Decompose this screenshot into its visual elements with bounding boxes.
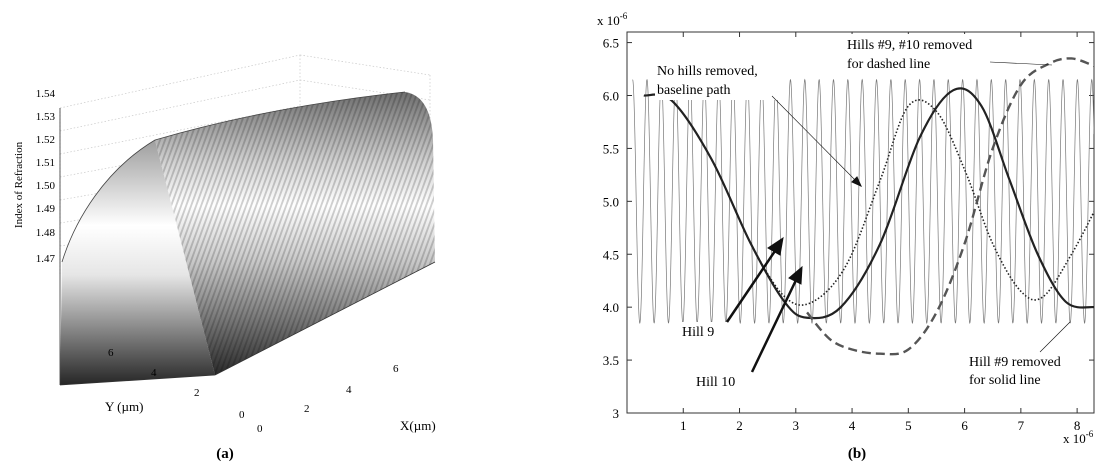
hill9-arrowhead — [767, 236, 784, 256]
y-tick: 2 — [194, 387, 200, 399]
ridge-top-edge — [61, 91, 406, 263]
y-tick-label: 3 — [613, 406, 620, 421]
z-tick: 1.54 — [36, 88, 56, 100]
annotation-hill9: Hill 9 — [680, 322, 728, 340]
curves — [632, 57, 1094, 356]
y-multiplier: x 10-6 — [597, 11, 628, 28]
x-tick-label: 3 — [793, 418, 800, 433]
y-tick-label: 6.0 — [603, 89, 619, 104]
svg-text:Hill #9 removed: Hill #9 removed — [969, 355, 1061, 370]
z-tick: 1.48 — [36, 227, 56, 239]
z-tick: 1.52 — [36, 134, 55, 146]
x-tick-label: 5 — [905, 418, 912, 433]
x-tick-label: 7 — [1018, 418, 1025, 433]
y-tick-labels: 0 2 4 6 — [108, 347, 245, 421]
x-tick-label: 4 — [849, 418, 856, 433]
z-tick: 1.47 — [36, 253, 56, 265]
svg-text:Hill 10: Hill 10 — [696, 375, 735, 390]
annotation-no-hills: No hills removed, baseline path — [655, 60, 780, 100]
x-tick-label: 6 — [961, 418, 968, 433]
x-tick-label: 8 — [1074, 418, 1081, 433]
z-tick: 1.51 — [36, 157, 55, 169]
solid-leader — [1039, 321, 1071, 353]
ridge-front-stripes — [155, 92, 435, 375]
z-tick: 1.49 — [36, 203, 56, 215]
svg-text:Hills #9, #10 removed: Hills #9, #10 removed — [847, 38, 972, 53]
y-tick: 0 — [239, 409, 245, 421]
dashed-series — [806, 57, 1094, 356]
x-tick-labels: 0 2 4 6 — [257, 363, 399, 435]
pointer-arrows — [725, 61, 1071, 373]
z-tick: 1.50 — [36, 180, 56, 192]
z-tick-labels: 1.47 1.48 1.49 1.50 1.51 1.52 1.53 1.54 — [36, 88, 56, 265]
oscillation-series — [632, 78, 1094, 324]
z-axis-label: Index of Refraction — [13, 141, 25, 228]
solid-series — [643, 87, 1094, 320]
y-tick-label: 6.5 — [603, 36, 619, 51]
x-tick: 2 — [304, 403, 310, 415]
annotation-hills-9-10: Hills #9, #10 removed for dashed line — [845, 34, 993, 74]
dashed-leader — [989, 61, 1053, 66]
x-tick-label: 1 — [680, 418, 687, 433]
y-tick: 4 — [151, 367, 157, 379]
x-tick: 6 — [393, 363, 399, 375]
z-tick: 1.53 — [36, 111, 56, 123]
annotation-hill10: Hill 10 — [694, 372, 750, 390]
baseline-leader-head — [851, 176, 862, 187]
x-axis-label: X(µm) — [400, 418, 436, 433]
y-tick-label: 4.0 — [603, 300, 619, 315]
figure-a: 1.47 1.48 1.49 1.50 1.51 1.52 1.53 1.54 … — [13, 54, 436, 462]
hill10-arrow — [750, 277, 799, 373]
x-tick-label: 2 — [736, 418, 743, 433]
y-tick-label: 5.5 — [603, 141, 619, 156]
svg-text:No hills removed,: No hills removed, — [657, 64, 758, 79]
hill9-arrow — [725, 247, 779, 323]
y-tick-label: 4.5 — [603, 247, 619, 262]
dotted-series — [643, 93, 1094, 306]
figure-b: 1 2 3 4 5 6 7 8 3 3.5 4.0 4.5 5.0 5.5 6.0 6.5 x 10-6 x … — [597, 11, 1095, 462]
x-tick: 0 — [257, 423, 263, 435]
axis-ticks: 1 2 3 4 5 6 7 8 3 3.5 4.0 4.5 5.0 5.5 6.0 6.5 — [603, 32, 1094, 433]
y-axis-label: Y (µm) — [105, 399, 143, 414]
svg-text:Hill 9: Hill 9 — [682, 325, 714, 340]
ridge-left-face — [60, 140, 215, 385]
y-tick-label: 5.0 — [603, 194, 619, 209]
svg-text:baseline path: baseline path — [657, 83, 730, 98]
baseline-leader — [771, 95, 859, 184]
panel-label-a: (a) — [216, 446, 234, 462]
hill10-arrowhead — [788, 265, 803, 285]
plot-frame — [626, 31, 1095, 414]
svg-text:for dashed line: for dashed line — [847, 57, 930, 72]
y-tick-label: 3.5 — [603, 353, 619, 368]
x-tick: 4 — [346, 384, 352, 396]
x-multiplier: x 10-6 — [1063, 429, 1094, 446]
y-tick: 6 — [108, 347, 114, 359]
annotation-hill9-removed: Hill #9 removed for solid line — [967, 352, 1077, 390]
figure-a-axes — [59, 108, 436, 386]
svg-text:for solid line: for solid line — [969, 373, 1041, 388]
panel-label-b: (b) — [848, 446, 866, 462]
